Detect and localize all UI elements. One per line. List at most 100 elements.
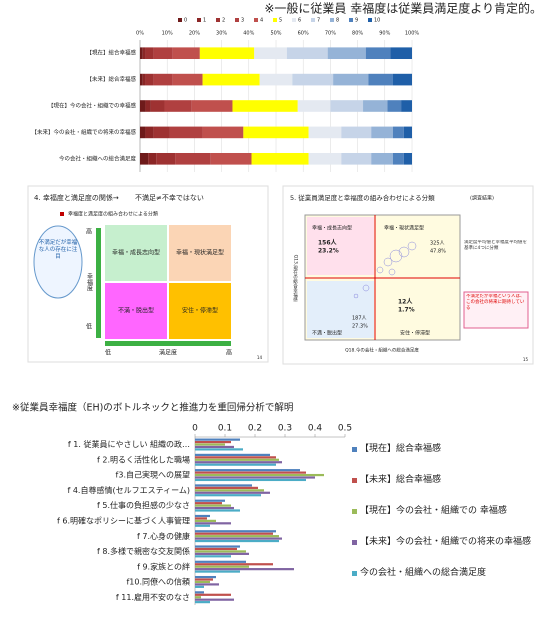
bar-segment: [286, 47, 328, 60]
bar: [195, 509, 240, 512]
y-tick-label: f 7.心身の健康: [137, 531, 190, 541]
page-number: 14: [257, 355, 263, 360]
bar: [195, 486, 258, 489]
legend-label: 9: [355, 18, 358, 24]
bar-segment: [175, 152, 211, 165]
y-tick-label: 【現在】今の会社・組織での幸福感: [48, 102, 137, 110]
axis-label: 幸福度: [86, 272, 93, 292]
bar-segment: [341, 126, 372, 139]
bar-segment: [371, 126, 393, 139]
legend-label: 4: [260, 18, 263, 24]
bar: [195, 456, 276, 459]
bar: [195, 463, 276, 466]
bar: [195, 478, 306, 482]
bar-segment: [153, 47, 173, 60]
bar-segment: [142, 73, 146, 86]
bar-segment: [387, 100, 402, 112]
bar: [195, 524, 210, 527]
legend-swatch: [352, 571, 357, 576]
chart: 0% 10% 20% 30% 40% 50% 60% 70% 80% 90% 100% 【現在】総合幸…: [31, 18, 419, 172]
x-tick-label: 10%: [162, 31, 173, 37]
bar: [195, 585, 204, 588]
callout-box: 不満足だが幸福な人の存在に注目: [39, 240, 78, 260]
callout: [463, 291, 529, 329]
scatter-decoration: [353, 241, 417, 299]
bar: [195, 563, 273, 566]
legend-label: 【未来】総合幸福感: [360, 475, 442, 485]
x-tick-label: 0.5: [338, 424, 352, 434]
bar: [195, 445, 234, 449]
bar-segment: [164, 100, 192, 112]
x-tick-label: 0.1: [218, 424, 232, 434]
bar-segment: [243, 126, 309, 139]
bar-segment: [341, 152, 372, 165]
bar-segment: [392, 152, 404, 165]
bar: [195, 484, 252, 487]
note: ※一般に従業員 幸福度は従業員満足度より肯定的。: [264, 1, 542, 16]
slide-title: 4. 幸福度と満足度の関係→: [34, 193, 119, 202]
bar: [195, 532, 273, 535]
bar-segment: [403, 152, 412, 165]
x-tick-label: 80%: [352, 31, 363, 37]
bar-segment: [140, 73, 143, 86]
y-tick-label: f3.自己実現への展望: [116, 470, 190, 480]
arrow-x: [105, 341, 231, 346]
legend-label: 今の会社・組織への総合満足度: [360, 568, 487, 578]
quadrant: [105, 225, 167, 281]
bar-segment: [153, 73, 173, 86]
bar-segment: [365, 47, 391, 60]
legend-label: 10: [374, 18, 380, 24]
bar: [195, 598, 234, 601]
axis-low: 低: [105, 349, 111, 357]
bar: [195, 514, 210, 518]
percent: 27.3%: [352, 324, 368, 330]
bar: [195, 504, 231, 507]
legend-swatch: [368, 18, 372, 22]
count: 156人: [318, 239, 338, 247]
x-tick-label: 0: [192, 424, 198, 434]
y-tick-label: f 6.明確なポリシーに基づく人事管理: [57, 516, 190, 526]
legend-label: 6: [298, 18, 301, 24]
bar-segment: [330, 100, 364, 112]
bar: [195, 502, 222, 505]
x-tick-label: 20%: [189, 31, 200, 37]
legend-label: 0: [184, 18, 187, 24]
bar-segment: [148, 152, 157, 165]
callout: [33, 225, 83, 299]
bar-segment: [140, 152, 149, 165]
bar: [195, 438, 240, 441]
callout-box: 不満足だが幸福という人は、この会社の将来に期待している: [466, 294, 525, 311]
bar: [195, 471, 306, 474]
slide-title-red: (調査結果): [470, 195, 494, 202]
bar-segment: [259, 73, 293, 86]
axis-label: 満足度: [159, 349, 177, 357]
bar: [195, 530, 276, 533]
quadrant: [169, 283, 231, 339]
bar: [195, 537, 282, 540]
quadrant-label: 不満・脱出型: [312, 330, 342, 337]
y-tick-label: 【未来】総合幸福感: [86, 75, 136, 83]
bar-segment: [145, 73, 154, 86]
side-note: 満足度平均値と幸福度平均値を基準に4つに分類: [464, 240, 527, 251]
bar-segment: [390, 47, 412, 60]
y-tick-label: f 9.家族との絆: [137, 561, 190, 571]
bar: [195, 489, 264, 492]
quadrant-label: 安住・停滞型: [400, 330, 430, 337]
y-tick-label: f 11.雇用不安のなさ: [116, 592, 190, 602]
slide-4: 4. 幸福度と満足度の関係→ 不満足≠不幸ではない 幸福度と満足度の組み合わせに…: [27, 185, 269, 363]
quadrant-label: 不満・脱出型: [118, 307, 154, 315]
legend-box: 【現在】今の会社・組織での 幸福感: [360, 506, 507, 516]
callout-text: 不満足だが幸福という人は、この会社の将来に期待している: [466, 294, 525, 311]
legend-label: 3: [241, 18, 244, 24]
legend-swatch: [197, 18, 201, 22]
legend-swatch: [349, 18, 353, 22]
bar-segment: [172, 73, 203, 86]
x-tick-label: 0%: [136, 31, 144, 37]
y-tick-label: f 4.自尊感情(セルフエスティーム): [67, 485, 190, 495]
quadrant-bg: [307, 281, 374, 338]
bar: [195, 476, 315, 479]
legend-text: 幸福度と満足度の組み合わせによる分類: [68, 211, 158, 218]
y-tick-label: f10.同僚への信頼: [126, 577, 190, 587]
bar: [195, 443, 225, 446]
